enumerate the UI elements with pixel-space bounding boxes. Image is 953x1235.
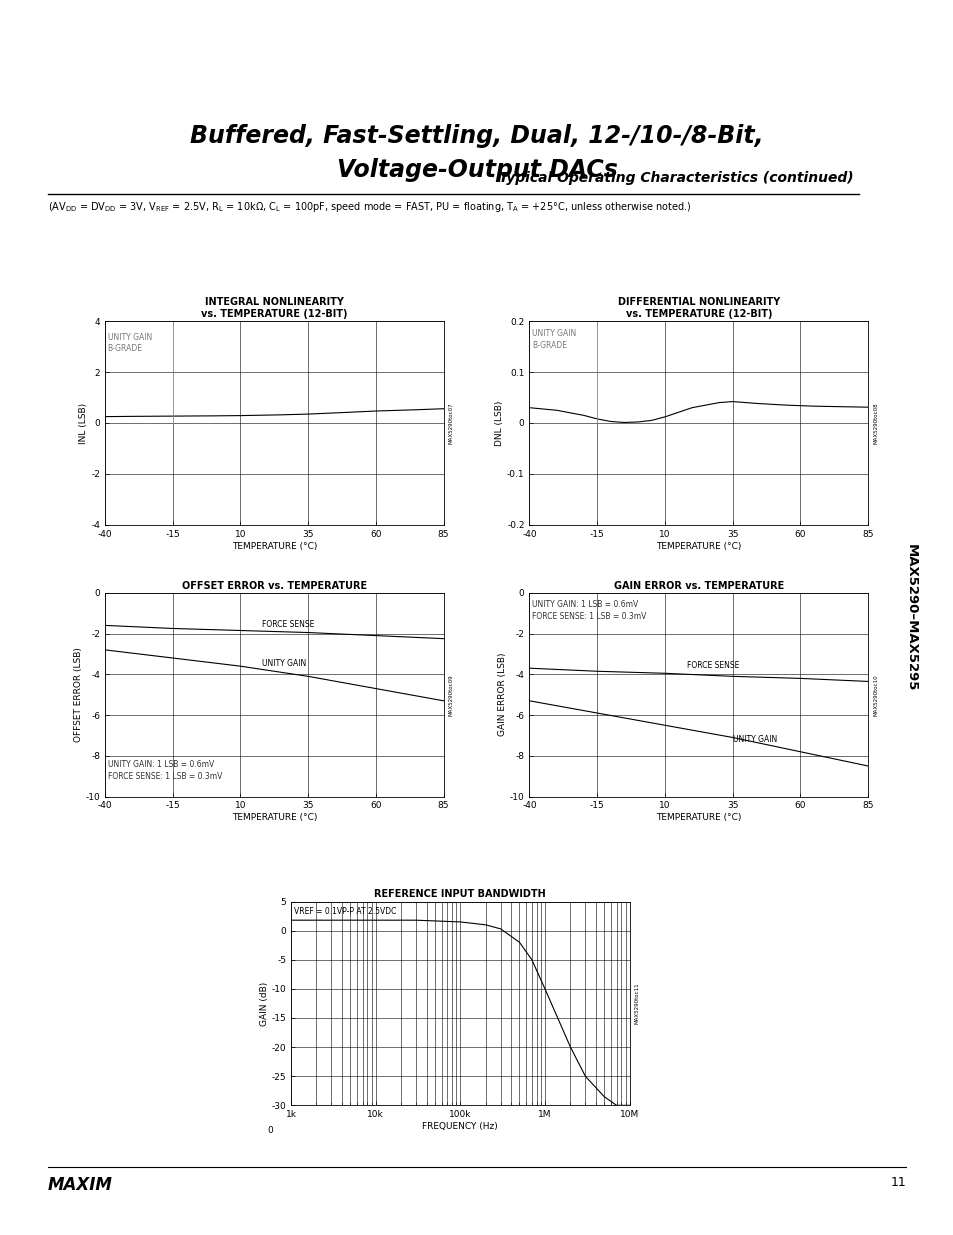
Text: UNITY GAIN: UNITY GAIN (262, 659, 306, 668)
Text: 11: 11 (889, 1176, 905, 1189)
Text: UNITY GAIN: UNITY GAIN (732, 735, 776, 743)
Text: MAX5290toc10: MAX5290toc10 (872, 674, 878, 715)
Text: UNITY GAIN: 1 LSB = 0.6mV
FORCE SENSE: 1 LSB = 0.3mV: UNITY GAIN: 1 LSB = 0.6mV FORCE SENSE: 1… (108, 760, 222, 781)
Text: Typical Operating Characteristics (continued): Typical Operating Characteristics (conti… (498, 172, 853, 185)
Title: GAIN ERROR vs. TEMPERATURE: GAIN ERROR vs. TEMPERATURE (613, 580, 783, 590)
Text: (AV$_{\rm DD}$ = DV$_{\rm DD}$ = 3V, V$_{\rm REF}$ = 2.5V, R$_{\rm L}$ = 10k$\Om: (AV$_{\rm DD}$ = DV$_{\rm DD}$ = 3V, V$_… (48, 200, 691, 214)
Title: DIFFERENTIAL NONLINEARITY
vs. TEMPERATURE (12-BIT): DIFFERENTIAL NONLINEARITY vs. TEMPERATUR… (617, 296, 780, 319)
Title: OFFSET ERROR vs. TEMPERATURE: OFFSET ERROR vs. TEMPERATURE (181, 580, 367, 590)
Text: VREF = 0.1VP-P AT 2.5VDC: VREF = 0.1VP-P AT 2.5VDC (294, 908, 396, 916)
Text: Voltage-Output DACs: Voltage-Output DACs (336, 158, 617, 182)
Text: MAXIM: MAXIM (48, 1176, 112, 1194)
Text: MAX5290toc11: MAX5290toc11 (634, 983, 639, 1024)
Text: MAX5290toc07: MAX5290toc07 (448, 403, 454, 443)
Text: UNITY GAIN
B-GRADE: UNITY GAIN B-GRADE (108, 332, 152, 353)
Text: MAX5290toc09: MAX5290toc09 (448, 674, 454, 715)
X-axis label: TEMPERATURE (°C): TEMPERATURE (°C) (232, 541, 316, 551)
Y-axis label: INL (LSB): INL (LSB) (79, 403, 89, 443)
X-axis label: TEMPERATURE (°C): TEMPERATURE (°C) (232, 813, 316, 823)
Text: 0: 0 (268, 1126, 274, 1135)
Title: INTEGRAL NONLINEARITY
vs. TEMPERATURE (12-BIT): INTEGRAL NONLINEARITY vs. TEMPERATURE (1… (201, 296, 347, 319)
Y-axis label: GAIN ERROR (LSB): GAIN ERROR (LSB) (497, 653, 507, 736)
X-axis label: FREQUENCY (Hz): FREQUENCY (Hz) (422, 1121, 497, 1131)
Text: FORCE SENSE: FORCE SENSE (686, 661, 739, 671)
Text: MAX5290toc08: MAX5290toc08 (872, 403, 878, 443)
Y-axis label: DNL (LSB): DNL (LSB) (495, 400, 504, 446)
Y-axis label: OFFSET ERROR (LSB): OFFSET ERROR (LSB) (73, 647, 83, 742)
Text: FORCE SENSE: FORCE SENSE (262, 620, 314, 630)
Text: Buffered, Fast-Settling, Dual, 12-/10-/8-Bit,: Buffered, Fast-Settling, Dual, 12-/10-/8… (190, 124, 763, 147)
Y-axis label: GAIN (dB): GAIN (dB) (259, 982, 269, 1025)
Text: MAX5290–MAX5295: MAX5290–MAX5295 (903, 543, 917, 692)
X-axis label: TEMPERATURE (°C): TEMPERATURE (°C) (656, 541, 740, 551)
X-axis label: TEMPERATURE (°C): TEMPERATURE (°C) (656, 813, 740, 823)
Text: UNITY GAIN
B-GRADE: UNITY GAIN B-GRADE (532, 329, 576, 350)
Title: REFERENCE INPUT BANDWIDTH: REFERENCE INPUT BANDWIDTH (374, 889, 546, 899)
Text: UNITY GAIN: 1 LSB = 0.6mV
FORCE SENSE: 1 LSB = 0.3mV: UNITY GAIN: 1 LSB = 0.6mV FORCE SENSE: 1… (532, 600, 646, 621)
